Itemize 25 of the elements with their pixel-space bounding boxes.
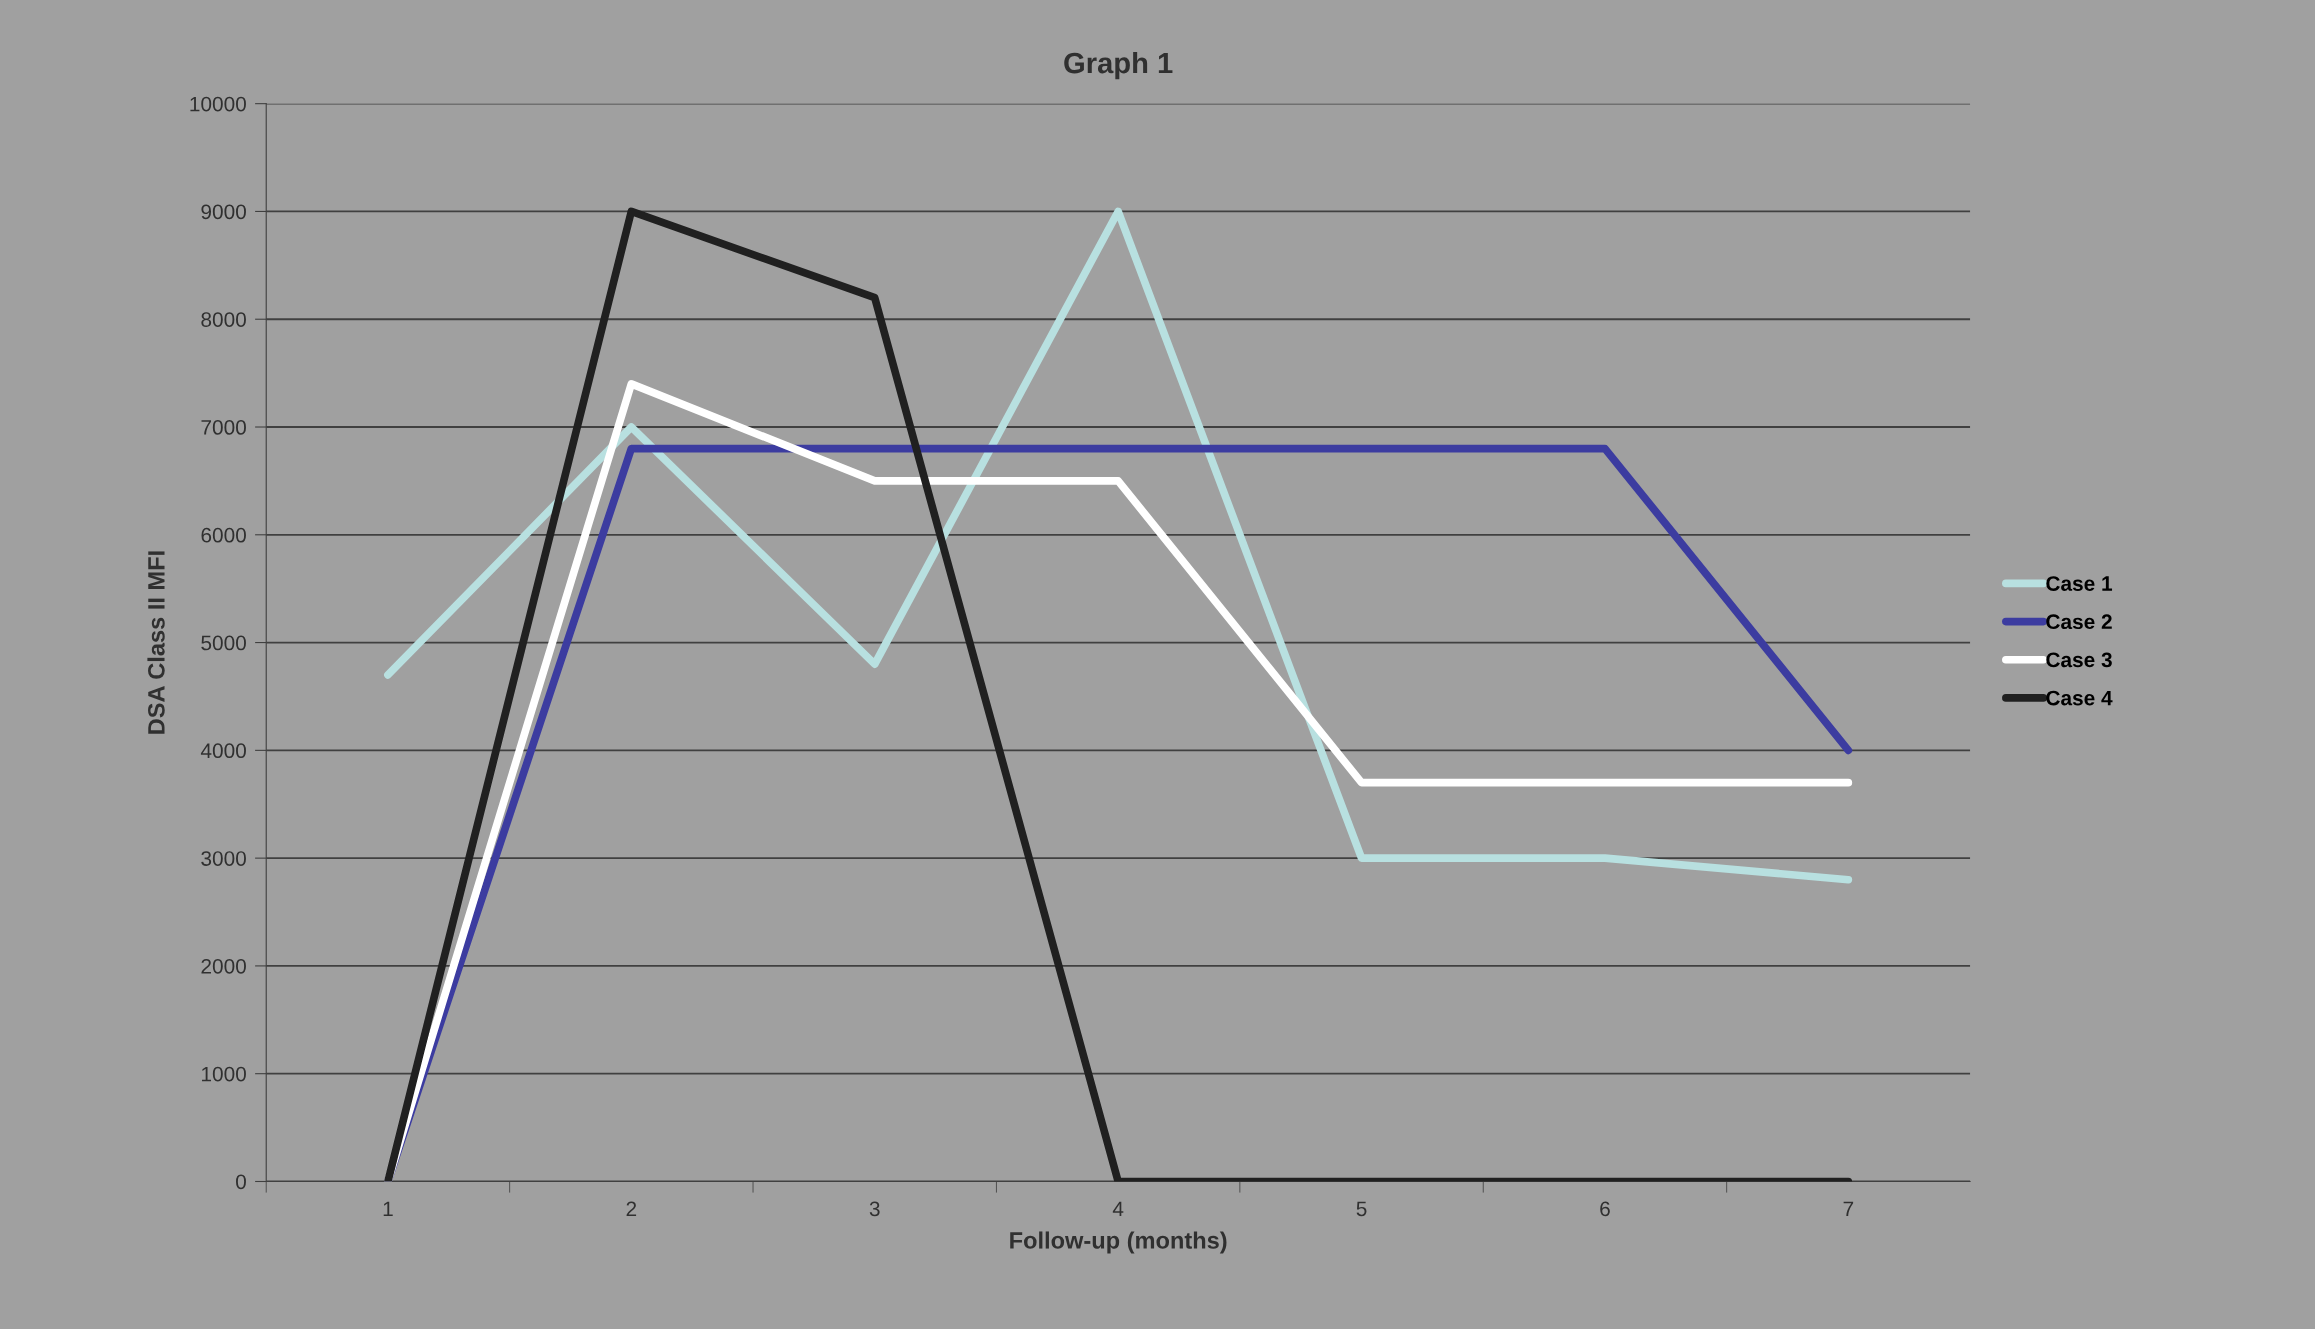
y-tick-label: 8000 (201, 312, 246, 327)
y-tick-label: 2000 (201, 958, 246, 974)
chart-title: Graph 1 (1064, 51, 1173, 80)
y-tick-label: 10000 (190, 96, 246, 112)
y-axis-title: DSA Class II MFI (147, 551, 165, 734)
x-axis-title: Follow-up (months) (1010, 1231, 1227, 1254)
y-tick-label: 5000 (201, 635, 246, 651)
y-tick-label: 4000 (200, 743, 246, 759)
y-tick-label: 9000 (201, 204, 246, 220)
y-tick-label: 0 (236, 1174, 246, 1190)
y-tick-label: 6000 (201, 527, 246, 543)
y-tick-label: 7000 (201, 420, 246, 435)
x-tick-label: 3 (869, 1201, 880, 1217)
legend-label: Case 4 (2046, 690, 2113, 706)
x-tick-label: 6 (1600, 1201, 1610, 1217)
legend-label: Case 1 (2046, 576, 2113, 591)
legend-label: Case 2 (2046, 614, 2112, 630)
x-tick-label: 5 (1356, 1201, 1367, 1217)
x-tick-label: 4 (1112, 1201, 1124, 1217)
y-tick-label: 3000 (201, 851, 246, 866)
x-tick-label: 7 (1843, 1201, 1854, 1217)
x-tick-label: 1 (383, 1201, 393, 1217)
legend-label: Case 3 (2046, 652, 2112, 668)
y-tick-label: 1000 (202, 1066, 246, 1082)
x-tick-label: 2 (626, 1201, 637, 1217)
